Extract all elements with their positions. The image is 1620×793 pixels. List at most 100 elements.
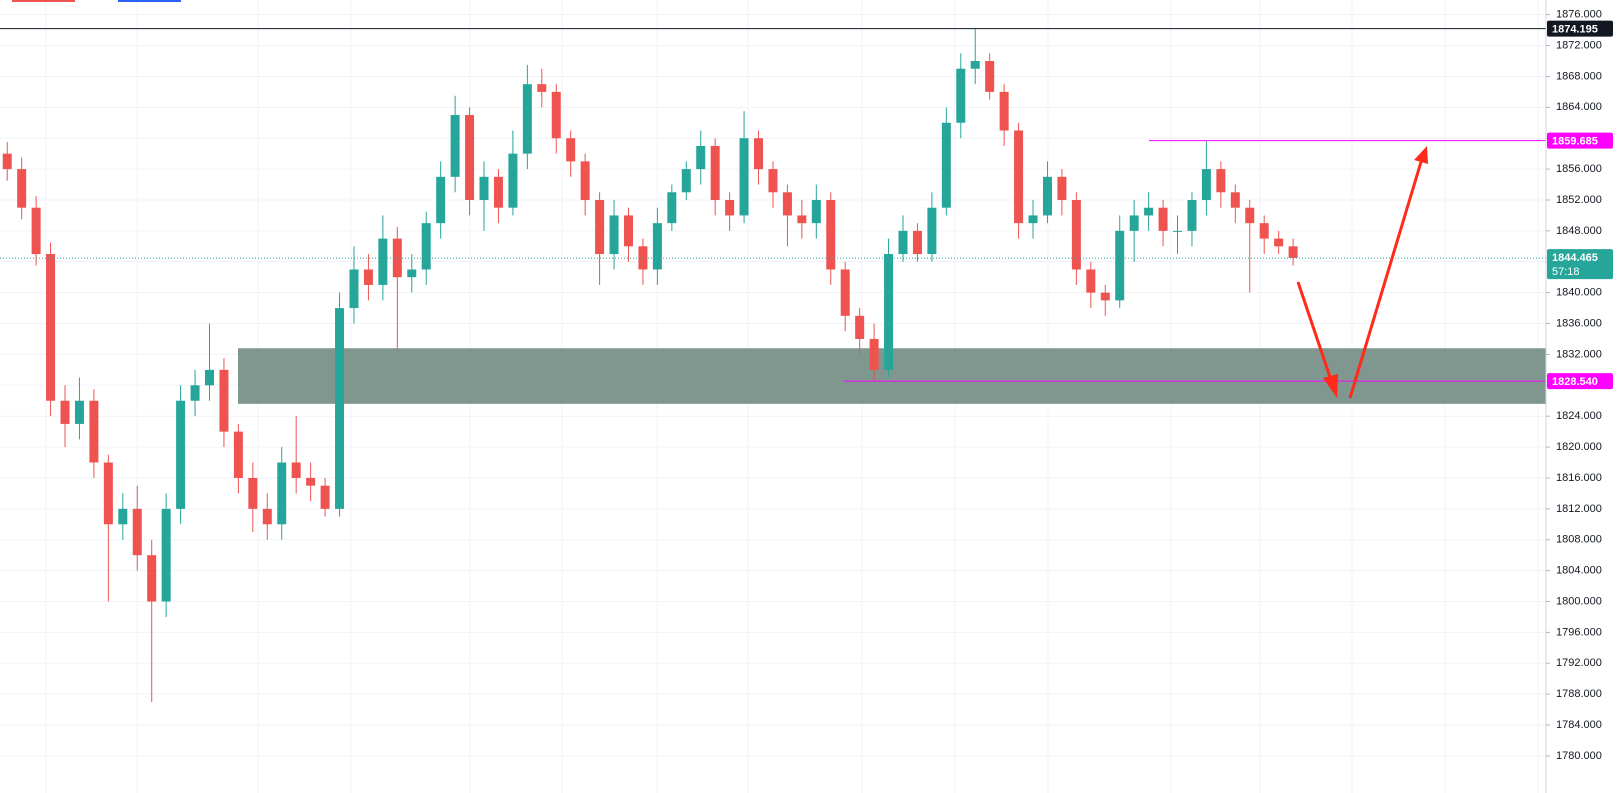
candle-body xyxy=(421,223,431,270)
level-label: 1859.685 xyxy=(1552,136,1598,148)
candle-body xyxy=(869,338,879,370)
candle-body xyxy=(985,61,995,92)
y-tick-label: 1864.000 xyxy=(1556,101,1602,113)
y-tick-label: 1784.000 xyxy=(1556,719,1602,731)
legend-swatch xyxy=(118,0,181,2)
y-tick-label: 1792.000 xyxy=(1556,657,1602,669)
candle-body xyxy=(681,169,691,193)
y-tick-label: 1872.000 xyxy=(1556,39,1602,51)
candle-body xyxy=(147,555,157,602)
y-tick-label: 1836.000 xyxy=(1556,317,1602,329)
candle-body xyxy=(754,138,764,170)
candle-body xyxy=(17,169,27,208)
candle-body xyxy=(190,385,200,401)
candle-body xyxy=(2,153,12,170)
arrow-up xyxy=(1348,161,1423,399)
candle-body xyxy=(855,315,865,339)
candle-body xyxy=(1144,207,1154,216)
candle-body xyxy=(277,462,287,525)
candle-body xyxy=(826,199,836,270)
candle-body xyxy=(349,269,359,309)
last-price-label: 1844.465 xyxy=(1552,252,1598,264)
candle-body xyxy=(1230,192,1240,208)
candle-body xyxy=(956,68,966,123)
y-tick-label: 1856.000 xyxy=(1556,163,1602,175)
candle-body xyxy=(103,462,113,525)
candle-body xyxy=(595,199,605,255)
y-tick-label: 1832.000 xyxy=(1556,348,1602,360)
candle-body xyxy=(898,230,908,255)
candle-body xyxy=(320,485,330,509)
level-lines xyxy=(0,28,1546,382)
arrow-down xyxy=(1296,281,1333,381)
candle-body xyxy=(696,145,706,170)
y-tick-label: 1852.000 xyxy=(1556,194,1602,206)
candle-body xyxy=(465,115,475,200)
candle-body xyxy=(118,508,128,525)
countdown: 57:18 xyxy=(1552,266,1580,278)
candle-body xyxy=(522,84,532,154)
candle-body xyxy=(31,207,41,255)
candle-body xyxy=(407,269,417,278)
candle-body xyxy=(378,238,388,285)
candle-body xyxy=(306,477,316,486)
candle-body xyxy=(1187,199,1197,231)
candle-body xyxy=(1028,215,1038,224)
candle-body xyxy=(1071,199,1081,270)
candle-body xyxy=(74,400,84,424)
y-tick-label: 1868.000 xyxy=(1556,70,1602,82)
candle-body xyxy=(941,122,951,208)
candle-body xyxy=(782,192,792,216)
y-tick-label: 1876.000 xyxy=(1556,9,1602,21)
candle-body xyxy=(927,207,937,255)
candle-body xyxy=(768,169,778,193)
candle-body xyxy=(537,84,547,92)
candle-body xyxy=(1245,207,1255,224)
candle-body xyxy=(1100,292,1110,301)
candle-body xyxy=(436,176,446,224)
candle-body xyxy=(1158,207,1168,231)
candle-body xyxy=(1014,130,1024,224)
candle-body xyxy=(1259,223,1269,239)
y-tick-label: 1804.000 xyxy=(1556,565,1602,577)
y-tick-label: 1780.000 xyxy=(1556,750,1602,762)
candle-body xyxy=(132,508,142,556)
price-axis xyxy=(1546,0,1620,793)
candles xyxy=(2,28,1298,702)
candle-body xyxy=(566,138,576,162)
y-tick-label: 1788.000 xyxy=(1556,688,1602,700)
candle-body xyxy=(970,61,980,69)
candle-body xyxy=(1274,238,1284,247)
candle-body xyxy=(60,400,70,424)
candle-body xyxy=(46,254,56,401)
candle-body xyxy=(161,508,171,602)
candle-body xyxy=(219,369,229,432)
candle-body xyxy=(580,161,590,200)
candle-body xyxy=(1288,246,1298,258)
level-label-bg xyxy=(1547,373,1613,390)
candle-body xyxy=(609,215,619,255)
candle-body xyxy=(623,215,633,247)
level-label: 1828.540 xyxy=(1552,376,1598,388)
y-tick-label: 1816.000 xyxy=(1556,472,1602,484)
y-tick-label: 1812.000 xyxy=(1556,503,1602,515)
level-label-bg xyxy=(1547,132,1613,149)
legend-marks xyxy=(12,0,181,2)
candle-body xyxy=(493,176,503,208)
candle-body xyxy=(1129,215,1139,231)
y-tick-label: 1808.000 xyxy=(1556,534,1602,546)
candle-body xyxy=(710,145,720,200)
candle-body xyxy=(1086,269,1096,293)
candle-body xyxy=(291,462,301,478)
arrow-head xyxy=(1323,374,1338,398)
y-tick-label: 1824.000 xyxy=(1556,410,1602,422)
candle-body xyxy=(204,369,214,386)
candle-body xyxy=(233,431,243,478)
candle-body xyxy=(1201,169,1211,200)
arrows xyxy=(1296,146,1428,399)
y-tick-label: 1820.000 xyxy=(1556,441,1602,453)
y-tick-label: 1840.000 xyxy=(1556,287,1602,299)
candle-body xyxy=(479,176,489,200)
